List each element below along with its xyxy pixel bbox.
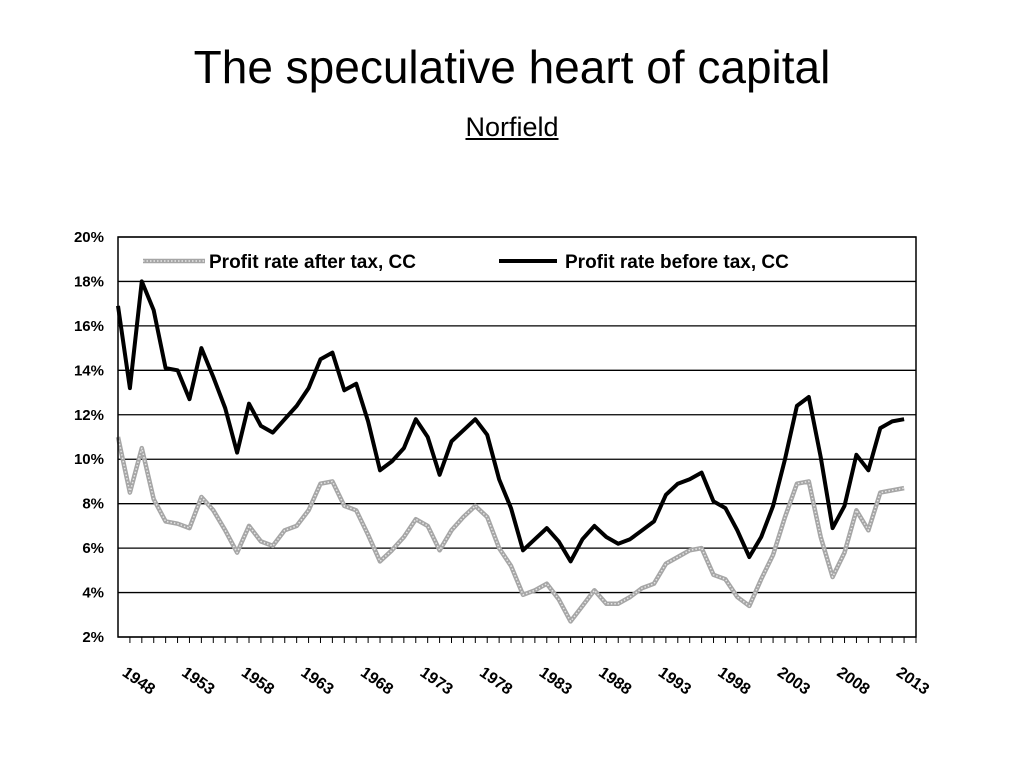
- x-tick-label: 1993: [655, 664, 694, 698]
- y-tick-label: 6%: [82, 540, 104, 557]
- x-tick-label: 1963: [298, 664, 337, 698]
- y-tick-label: 10%: [74, 451, 104, 468]
- legend-label: Profit rate after tax, CC: [209, 252, 416, 273]
- y-tick-label: 14%: [74, 362, 104, 379]
- y-tick-label: 18%: [74, 273, 104, 290]
- series-line-after-tax: [115, 436, 905, 624]
- slide-subtitle-link[interactable]: Norfield: [465, 112, 559, 142]
- x-tick-label: 1948: [119, 664, 158, 698]
- y-tick-label: 20%: [74, 229, 104, 246]
- y-tick-label: 2%: [82, 629, 104, 646]
- x-tick-label: 1983: [536, 664, 575, 698]
- series-lines: [115, 279, 905, 624]
- x-tick-label: 1998: [714, 664, 753, 698]
- x-tick-label: 1988: [595, 664, 634, 698]
- y-tick-label: 12%: [74, 407, 104, 424]
- y-tick-label: 16%: [74, 318, 104, 335]
- slide-title: The speculative heart of capital: [193, 41, 831, 93]
- y-tick-label: 4%: [82, 585, 104, 602]
- y-tick-label: 8%: [82, 496, 104, 513]
- x-tick-label: 1968: [357, 664, 396, 698]
- x-tick-label: 1973: [417, 664, 456, 698]
- x-tick-label: 2008: [834, 664, 873, 698]
- y-axis-tick-labels: 2% 4% 6% 8% 10% 12% 14% 16% 18% 20%: [74, 229, 104, 646]
- series-line-after-tax-texture: [117, 436, 905, 623]
- x-tick-label: 1958: [238, 664, 277, 698]
- x-tick-label: 1953: [179, 664, 218, 698]
- legend: Profit rate after tax, CC Profit rate bef…: [143, 252, 789, 273]
- x-tick-label: 1978: [476, 664, 515, 698]
- x-tick-label: 2003: [774, 664, 813, 698]
- legend-label: Profit rate before tax, CC: [565, 252, 789, 273]
- x-tick-label: 2013: [893, 664, 932, 698]
- series-line-before-tax: [116, 279, 905, 564]
- x-axis-tick-labels: 1948 1953 1958 1963 1968 1973 1978 1983 1988 1993…: [119, 664, 932, 698]
- plot-frame: [117, 236, 917, 638]
- grid-lines: [118, 236, 917, 643]
